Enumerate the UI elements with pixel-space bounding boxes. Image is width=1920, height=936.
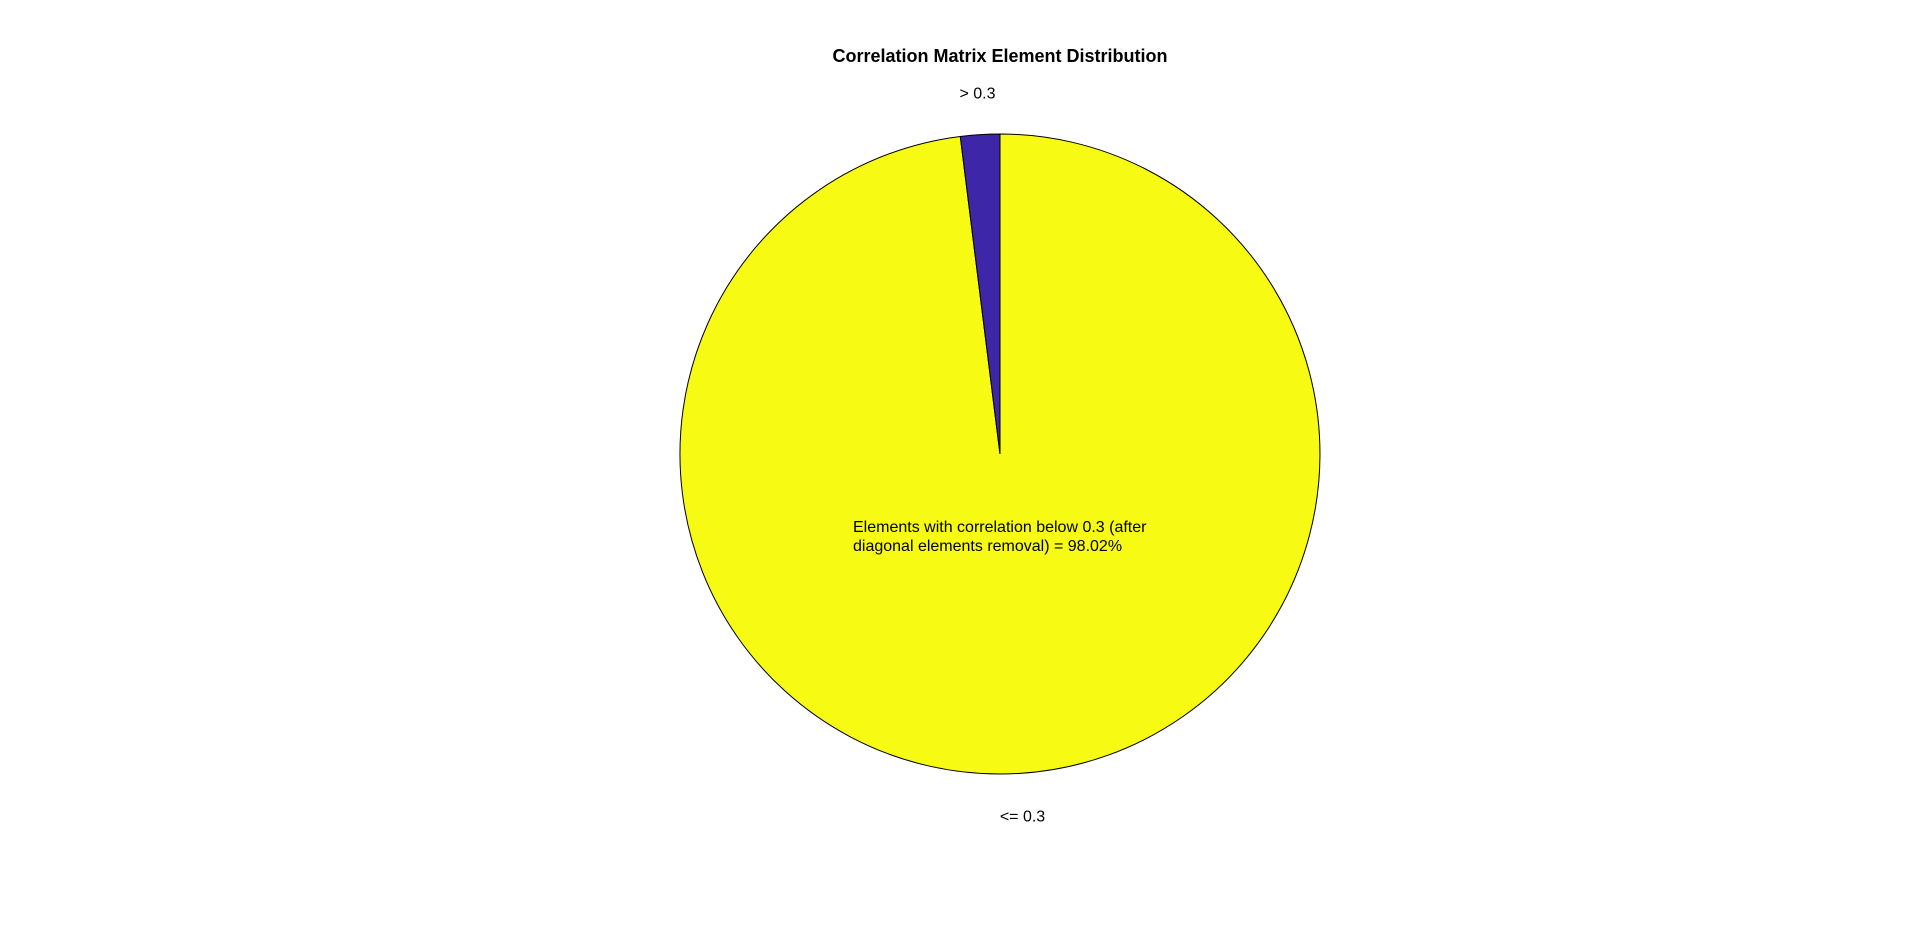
pie-slice-labels: <= 0.3 > 0.3 (959, 86, 1045, 826)
pie-slice-label: > 0.3 (959, 86, 995, 103)
pie-slices (679, 133, 1321, 775)
chart-title: Correlation Matrix Element Distribution (832, 46, 1167, 66)
chart-annotation: Elements with correlation below 0.3 (aft… (853, 519, 1147, 555)
pie-slice (959, 133, 1001, 455)
pie-slice-label: <= 0.3 (1000, 808, 1045, 825)
